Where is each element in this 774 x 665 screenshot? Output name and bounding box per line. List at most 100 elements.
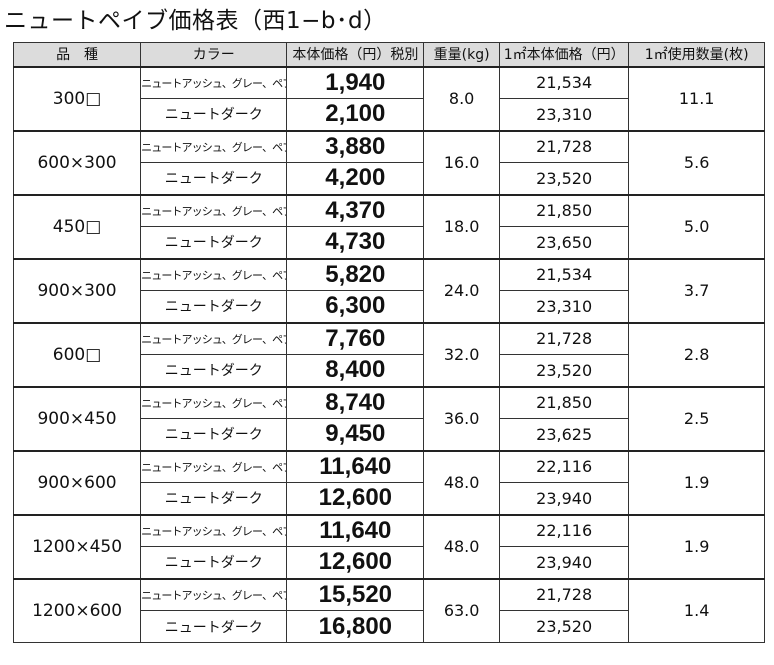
- header-color: カラー: [140, 42, 288, 67]
- color-dark: ニュートダーク: [140, 226, 288, 259]
- table-row: 600×300 ニュートアッシュ、グレー、ペブル 3,880 16.0 21,728 5.…: [12, 129, 765, 195]
- price-light: 5,820: [286, 257, 425, 291]
- per-m2-price-dark: 23,520: [499, 162, 630, 195]
- weight: 16.0: [423, 129, 501, 195]
- per-m2-price-light: 21,850: [499, 193, 630, 227]
- price-dark: 9,450: [286, 418, 425, 451]
- price-dark: 12,600: [286, 546, 425, 579]
- color-dark: ニュートダーク: [140, 482, 288, 515]
- product-size: 300□: [12, 65, 142, 131]
- color-light: ニュートアッシュ、グレー、ペブル: [140, 129, 288, 163]
- product-size: 900×300: [12, 257, 142, 323]
- weight: 18.0: [423, 193, 501, 259]
- weight: 36.0: [423, 385, 501, 451]
- per-m2-price-light: 21,728: [499, 577, 630, 611]
- table-row: ニュートダーク 2,100 23,310: [14, 98, 765, 131]
- color-dark: ニュートダーク: [140, 290, 288, 323]
- table-body: 300□ ニュートアッシュ、グレー、ペブル 1,940 8.0 21,534 11.1 ニュ…: [12, 65, 765, 643]
- color-light: ニュートアッシュ、グレー、ペブル: [140, 193, 288, 227]
- product-size: 600×300: [12, 129, 142, 195]
- table-row: ニュートダーク 4,200 23,520: [14, 162, 765, 195]
- per-m2-price-dark: 23,520: [499, 610, 630, 643]
- price-dark: 6,300: [286, 290, 425, 323]
- price-dark: 4,200: [286, 162, 425, 195]
- price-dark: 8,400: [286, 354, 425, 387]
- table-row: ニュートダーク 16,800 23,520: [14, 610, 765, 643]
- product-size: 600□: [12, 321, 142, 387]
- price-light: 4,370: [286, 193, 425, 227]
- price-light: 3,880: [286, 129, 425, 163]
- table-row: 1200×450 ニュートアッシュ、グレー、ペブル 11,640 48.0 22,116…: [12, 513, 765, 579]
- price-table: 品 種 カラー 本体価格（円）税別 重量(kg) 1㎡本体価格（円） 1㎡使用数…: [12, 42, 765, 643]
- price-light: 11,640: [286, 513, 425, 547]
- table-row: 1200×600 ニュートアッシュ、グレー、ペブル 15,520 63.0 21,728…: [12, 577, 765, 643]
- weight: 48.0: [423, 513, 501, 579]
- product-size: 900×600: [12, 449, 142, 515]
- color-dark: ニュートダーク: [140, 610, 288, 643]
- per-m2-qty: 1.9: [628, 513, 765, 579]
- product-size: 1200×600: [12, 577, 142, 643]
- per-m2-qty: 11.1: [628, 65, 765, 131]
- table-row: 600□ ニュートアッシュ、グレー、ペブル 7,760 32.0 21,728 2.8: [12, 321, 765, 387]
- product-size: 450□: [12, 193, 142, 259]
- page-title: ニュートペイブ価格表（西1−b･d）: [4, 8, 387, 34]
- per-m2-price-dark: 23,650: [499, 226, 630, 259]
- header-price: 本体価格（円）税別: [286, 42, 425, 67]
- price-dark: 12,600: [286, 482, 425, 515]
- per-m2-price-dark: 23,625: [499, 418, 630, 451]
- per-m2-qty: 3.7: [628, 257, 765, 323]
- table-row: 450□ ニュートアッシュ、グレー、ペブル 4,370 18.0 21,850 5.0: [12, 193, 765, 259]
- per-m2-price-dark: 23,310: [499, 290, 630, 323]
- color-light: ニュートアッシュ、グレー、ペブル: [140, 577, 288, 611]
- price-light: 8,740: [286, 385, 425, 419]
- price-light: 7,760: [286, 321, 425, 355]
- color-dark: ニュートダーク: [140, 98, 288, 131]
- color-dark: ニュートダーク: [140, 354, 288, 387]
- per-m2-price-light: 21,728: [499, 321, 630, 355]
- table-row: 300□ ニュートアッシュ、グレー、ペブル 1,940 8.0 21,534 11.1: [12, 65, 765, 131]
- weight: 48.0: [423, 449, 501, 515]
- header-per-m2-price: 1㎡本体価格（円）: [499, 42, 630, 67]
- price-dark: 2,100: [286, 98, 425, 131]
- weight: 24.0: [423, 257, 501, 323]
- per-m2-price-dark: 23,520: [499, 354, 630, 387]
- table-row: ニュートダーク 9,450 23,625: [14, 418, 765, 451]
- color-light: ニュートアッシュ、グレー、ペブル: [140, 449, 288, 483]
- per-m2-price-light: 22,116: [499, 513, 630, 547]
- price-light: 15,520: [286, 577, 425, 611]
- per-m2-price-dark: 23,940: [499, 546, 630, 579]
- per-m2-qty: 5.0: [628, 193, 765, 259]
- per-m2-price-light: 21,850: [499, 385, 630, 419]
- weight: 63.0: [423, 577, 501, 643]
- price-dark: 4,730: [286, 226, 425, 259]
- per-m2-price-light: 21,534: [499, 257, 630, 291]
- price-dark: 16,800: [286, 610, 425, 643]
- product-size: 1200×450: [12, 513, 142, 579]
- per-m2-qty: 2.5: [628, 385, 765, 451]
- color-dark: ニュートダーク: [140, 546, 288, 579]
- color-light: ニュートアッシュ、グレー、ペブル: [140, 385, 288, 419]
- per-m2-price-dark: 23,310: [499, 98, 630, 131]
- weight: 32.0: [423, 321, 501, 387]
- color-light: ニュートアッシュ、グレー、ペブル: [140, 321, 288, 355]
- table-row: ニュートダーク 4,730 23,650: [14, 226, 765, 259]
- per-m2-qty: 1.4: [628, 577, 765, 643]
- header-per-m2-qty: 1㎡使用数量(枚): [628, 42, 765, 67]
- table-row: 900×300 ニュートアッシュ、グレー、ペブル 5,820 24.0 21,534 3.…: [12, 257, 765, 323]
- price-light: 11,640: [286, 449, 425, 483]
- per-m2-qty: 2.8: [628, 321, 765, 387]
- header-product: 品 種: [12, 42, 142, 67]
- color-dark: ニュートダーク: [140, 162, 288, 195]
- per-m2-qty: 5.6: [628, 129, 765, 195]
- color-dark: ニュートダーク: [140, 418, 288, 451]
- per-m2-qty: 1.9: [628, 449, 765, 515]
- header-weight: 重量(kg): [423, 42, 501, 67]
- table-row: 900×450 ニュートアッシュ、グレー、ペブル 8,740 36.0 21,850 2.…: [12, 385, 765, 451]
- per-m2-price-light: 21,728: [499, 129, 630, 163]
- color-light: ニュートアッシュ、グレー、ペブル: [140, 257, 288, 291]
- color-light: ニュートアッシュ、グレー、ペブル: [140, 65, 288, 99]
- table-row: ニュートダーク 6,300 23,310: [14, 290, 765, 323]
- color-light: ニュートアッシュ、グレー、ペブル: [140, 513, 288, 547]
- per-m2-price-light: 21,534: [499, 65, 630, 99]
- price-light: 1,940: [286, 65, 425, 99]
